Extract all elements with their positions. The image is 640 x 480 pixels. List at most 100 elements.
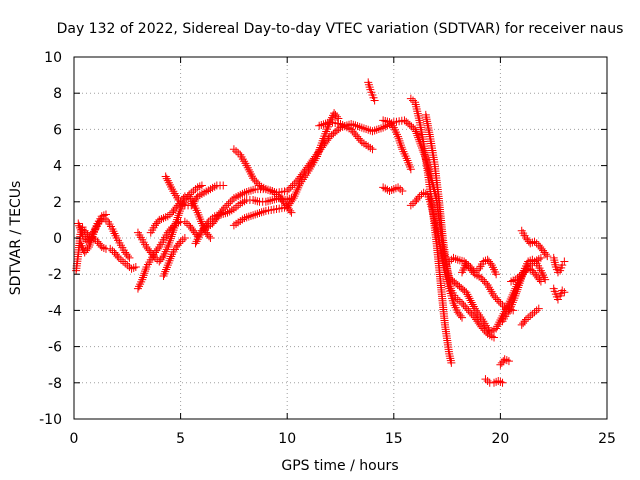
data-point bbox=[495, 318, 504, 327]
data-point bbox=[232, 147, 241, 156]
y-axis-title: SDTVAR / TECUs bbox=[8, 181, 24, 296]
data-point bbox=[477, 322, 486, 331]
data-point bbox=[249, 195, 258, 204]
data-point bbox=[536, 253, 545, 262]
data-point bbox=[101, 210, 110, 219]
data-point bbox=[480, 277, 489, 286]
data-point bbox=[532, 239, 541, 248]
data-point bbox=[284, 185, 293, 194]
data-point bbox=[394, 134, 403, 143]
data-point bbox=[515, 279, 524, 288]
data-point bbox=[173, 213, 182, 222]
data-point bbox=[455, 297, 464, 306]
data-point bbox=[249, 211, 258, 220]
data-point bbox=[153, 244, 162, 253]
data-point bbox=[87, 236, 96, 245]
y-tick-label: 8 bbox=[53, 86, 62, 102]
data-point bbox=[413, 131, 422, 140]
data-point bbox=[466, 296, 475, 305]
data-point bbox=[553, 268, 562, 277]
data-point bbox=[292, 187, 301, 196]
data-point bbox=[467, 298, 476, 307]
data-point bbox=[483, 329, 492, 338]
data-point bbox=[164, 240, 173, 249]
data-point bbox=[300, 173, 309, 182]
y-tick-label: -8 bbox=[48, 376, 62, 392]
data-point bbox=[487, 332, 496, 341]
data-point bbox=[446, 354, 455, 363]
data-point bbox=[490, 325, 499, 334]
y-tick-label: 4 bbox=[53, 159, 62, 175]
data-point bbox=[398, 186, 407, 195]
data-point bbox=[268, 195, 277, 204]
data-point bbox=[321, 119, 330, 128]
data-point bbox=[249, 185, 258, 194]
y-tick-label: -10 bbox=[39, 412, 62, 428]
data-point bbox=[175, 239, 184, 248]
data-point bbox=[366, 143, 375, 152]
data-point bbox=[165, 210, 174, 219]
chart-title: Day 132 of 2022, Sidereal Day-to-day VTE… bbox=[57, 21, 624, 37]
series-arc27 bbox=[517, 226, 552, 261]
data-point bbox=[243, 163, 252, 172]
data-point bbox=[306, 162, 315, 171]
data-point bbox=[309, 158, 318, 167]
data-point bbox=[205, 232, 214, 241]
data-point bbox=[229, 221, 238, 230]
data-point bbox=[195, 182, 204, 191]
data-point bbox=[336, 119, 345, 128]
data-point bbox=[349, 120, 358, 129]
x-tick-label: 20 bbox=[491, 431, 509, 447]
data-point bbox=[141, 265, 150, 274]
data-point bbox=[180, 217, 189, 226]
data-point bbox=[490, 291, 499, 300]
x-tick-label: 25 bbox=[598, 431, 616, 447]
data-point bbox=[97, 212, 106, 221]
data-point bbox=[194, 233, 203, 242]
series-arc5 bbox=[133, 181, 206, 266]
data-point bbox=[560, 288, 569, 297]
data-point bbox=[246, 186, 255, 195]
data-point bbox=[229, 205, 238, 214]
data-point bbox=[498, 300, 507, 309]
data-point bbox=[163, 176, 172, 185]
data-point bbox=[226, 197, 235, 206]
data-point bbox=[178, 199, 187, 208]
data-point bbox=[129, 263, 138, 272]
series-arc16 bbox=[379, 183, 407, 195]
data-point bbox=[445, 349, 454, 358]
data-point bbox=[246, 170, 255, 179]
data-point bbox=[180, 234, 189, 242]
data-point bbox=[364, 142, 373, 151]
data-point bbox=[447, 358, 456, 367]
data-point bbox=[511, 291, 520, 300]
data-point bbox=[553, 295, 562, 304]
data-point bbox=[526, 311, 535, 320]
data-point bbox=[277, 195, 286, 204]
data-point bbox=[255, 209, 264, 218]
data-point bbox=[113, 252, 122, 261]
data-point bbox=[305, 164, 314, 173]
series-arc25 bbox=[507, 264, 545, 286]
data-point bbox=[274, 192, 283, 201]
data-point bbox=[451, 293, 460, 302]
data-point bbox=[396, 141, 405, 150]
data-point bbox=[549, 253, 558, 262]
data-point bbox=[139, 271, 148, 280]
data-point bbox=[456, 311, 465, 320]
data-point bbox=[415, 192, 424, 201]
data-point bbox=[496, 377, 505, 386]
data-point bbox=[114, 253, 123, 262]
data-point bbox=[193, 235, 202, 244]
data-point bbox=[87, 234, 96, 243]
data-point bbox=[453, 255, 462, 264]
data-point bbox=[99, 211, 108, 220]
data-point bbox=[270, 188, 279, 197]
data-point bbox=[204, 222, 213, 231]
data-point bbox=[99, 243, 108, 252]
data-point bbox=[116, 255, 125, 264]
data-point bbox=[245, 167, 254, 176]
x-tick-label: 10 bbox=[278, 431, 296, 447]
data-point bbox=[234, 148, 243, 157]
